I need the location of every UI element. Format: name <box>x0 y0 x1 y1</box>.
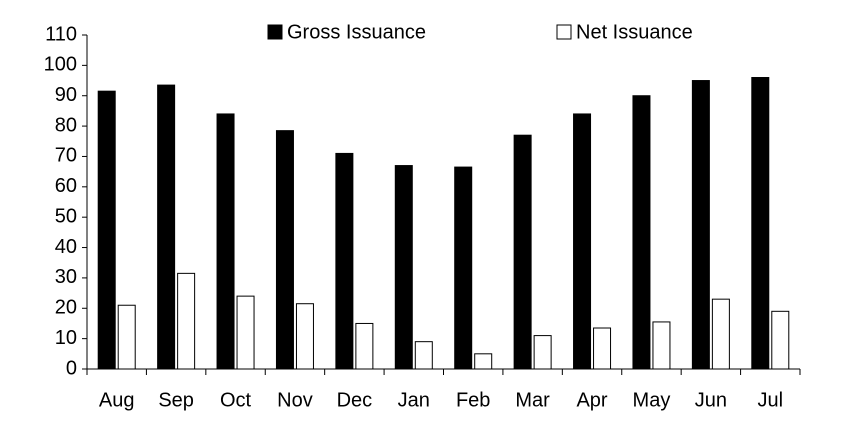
x-tick-label: Dec <box>337 389 373 411</box>
x-tick-label: Nov <box>277 389 313 411</box>
bar <box>236 295 255 370</box>
bar <box>335 152 354 370</box>
bar <box>593 327 612 370</box>
y-tick-label: 70 <box>55 145 77 167</box>
x-tick-label: Apr <box>576 389 607 411</box>
bar <box>513 134 532 370</box>
y-tick-label: 50 <box>55 205 77 227</box>
x-tick-label: May <box>633 389 671 411</box>
bar <box>177 272 196 370</box>
bar <box>771 310 790 370</box>
bar <box>394 165 413 370</box>
legend-label: Net Issuance <box>576 21 693 43</box>
bar <box>216 113 235 370</box>
legend-label: Gross Issuance <box>287 21 426 43</box>
bar <box>117 304 136 370</box>
y-tick-label: 30 <box>55 266 77 288</box>
y-tick-label: 110 <box>45 23 77 45</box>
x-tick-label: Oct <box>220 389 252 411</box>
bar <box>275 130 294 370</box>
legend-swatch <box>267 24 283 40</box>
y-tick-label: 40 <box>55 236 77 258</box>
y-tick-label: 20 <box>55 297 77 319</box>
bar <box>474 353 493 370</box>
y-tick-label: 10 <box>55 327 77 349</box>
bar <box>632 95 651 370</box>
bar <box>295 303 314 370</box>
bar <box>573 113 592 370</box>
x-tick-label: Sep <box>158 389 194 411</box>
y-tick-label: 0 <box>66 357 77 379</box>
bar <box>691 80 710 370</box>
bar <box>355 322 374 370</box>
bar <box>533 335 552 370</box>
y-tick-label: 80 <box>55 114 77 136</box>
legend-swatch <box>556 24 572 40</box>
y-tick-label: 100 <box>44 54 77 76</box>
x-tick-label: Jun <box>695 389 727 411</box>
x-tick-label: Aug <box>99 389 135 411</box>
bar <box>751 77 770 370</box>
x-tick-label: Feb <box>456 389 490 411</box>
x-tick-label: Jul <box>758 389 784 411</box>
x-tick-label: Jan <box>398 389 430 411</box>
x-tick-label: Mar <box>515 389 550 411</box>
y-tick-label: 90 <box>55 84 77 106</box>
bar <box>97 90 116 370</box>
bar <box>414 341 433 370</box>
bar <box>454 166 473 370</box>
bar <box>711 298 730 370</box>
bar <box>652 321 671 370</box>
bar <box>157 84 176 370</box>
y-tick-label: 60 <box>55 175 77 197</box>
